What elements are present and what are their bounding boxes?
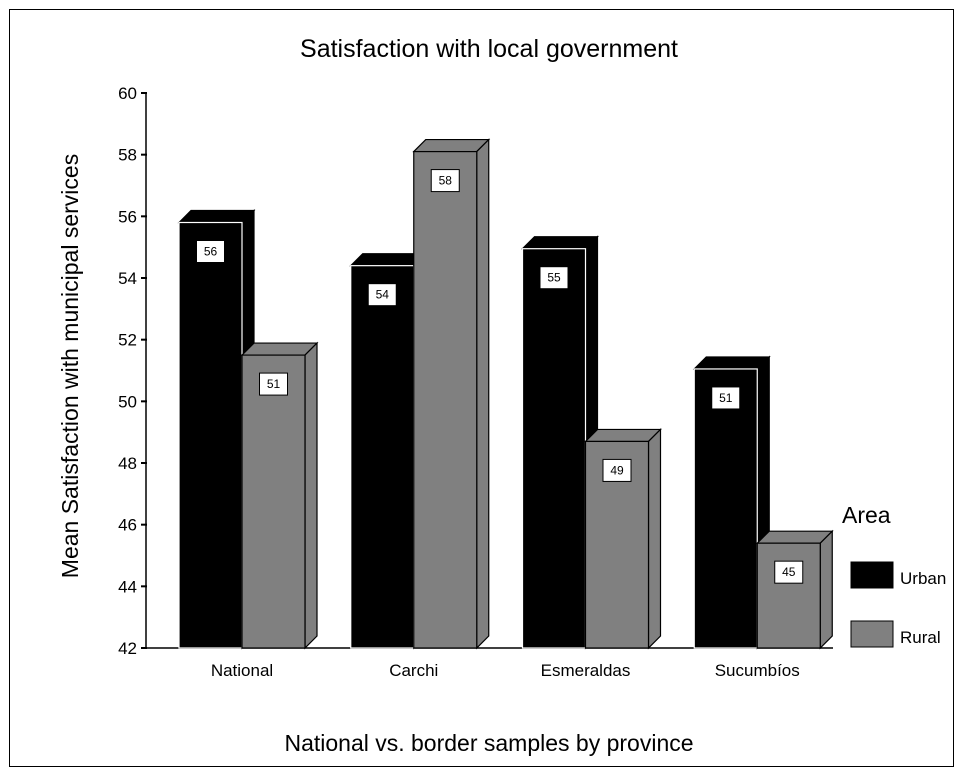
bar-front-face — [756, 542, 821, 649]
legend-item-urban: Urban — [850, 561, 946, 589]
y-tick-label: 54 — [118, 269, 137, 288]
y-axis-title: Mean Satisfaction with municipal service… — [57, 154, 83, 578]
bar-top-face — [177, 209, 256, 224]
data-label-box — [711, 386, 741, 410]
y-tick-label: 50 — [118, 392, 137, 411]
bar-rural: 45 — [755, 529, 834, 650]
y-tick-label: 60 — [118, 84, 137, 103]
legend-title: Area — [842, 502, 891, 528]
y-tick-label: 52 — [118, 331, 137, 350]
bar-top-face — [584, 428, 662, 443]
bar-front-face — [350, 265, 415, 649]
chart-title: Satisfaction with local government — [300, 35, 678, 63]
data-label: 55 — [547, 271, 561, 285]
legend-label: Rural — [900, 628, 941, 647]
x-tick-label: Sucumbíos — [715, 661, 800, 680]
bar-front-face — [241, 354, 306, 649]
bar-side-face — [476, 138, 490, 650]
data-label-box — [430, 169, 460, 193]
y-tick-label: 44 — [118, 577, 137, 596]
data-label-box — [367, 283, 397, 307]
bar-side-face — [647, 427, 662, 650]
bar-rural: 49 — [584, 427, 662, 650]
bar-side-face — [819, 529, 833, 650]
y-tick-label: 48 — [118, 454, 137, 473]
y-tick-label: 56 — [118, 207, 137, 226]
legend-swatch — [850, 620, 894, 648]
data-label-box — [602, 458, 632, 482]
legend-item-rural: Rural — [850, 620, 941, 648]
bar-front-face — [693, 368, 758, 649]
data-label: 56 — [204, 245, 218, 259]
data-label-box — [196, 240, 225, 263]
bars: 56 51 54 58 55 49 51 45 — [177, 138, 834, 650]
data-label-box — [539, 266, 569, 290]
bar-top-face — [240, 342, 319, 356]
legend: Area Urban Rural — [842, 502, 946, 648]
bar-top-face — [521, 236, 599, 250]
data-label-box — [259, 372, 288, 396]
y-tick-label: 46 — [118, 516, 137, 535]
x-axis-title: National vs. border samples by province — [284, 730, 693, 756]
data-label: 49 — [610, 463, 624, 477]
y-tick-label: 42 — [118, 639, 137, 658]
bar-side-face — [304, 341, 318, 650]
x-tick-label: Esmeraldas — [541, 661, 631, 680]
bar-top-face — [755, 530, 834, 544]
bar-rural: 58 — [412, 138, 491, 650]
x-tick-label: Carchi — [389, 661, 438, 680]
y-tick-label: 58 — [118, 146, 137, 165]
bar-front-face — [178, 221, 243, 649]
data-label: 51 — [719, 391, 733, 405]
bar-front-face — [413, 150, 478, 649]
legend-swatch — [850, 561, 894, 589]
bar-top-face — [692, 356, 771, 370]
bar-front-face — [521, 248, 587, 649]
data-label-box — [774, 560, 804, 584]
legend-label: Urban — [900, 569, 946, 588]
data-label: 54 — [376, 288, 390, 302]
data-label: 51 — [267, 377, 281, 391]
x-tick-label: National — [211, 661, 273, 680]
bar-top-face — [412, 138, 491, 153]
data-label: 45 — [782, 565, 796, 579]
bar-rural: 51 — [240, 341, 319, 650]
data-label: 58 — [439, 174, 453, 188]
